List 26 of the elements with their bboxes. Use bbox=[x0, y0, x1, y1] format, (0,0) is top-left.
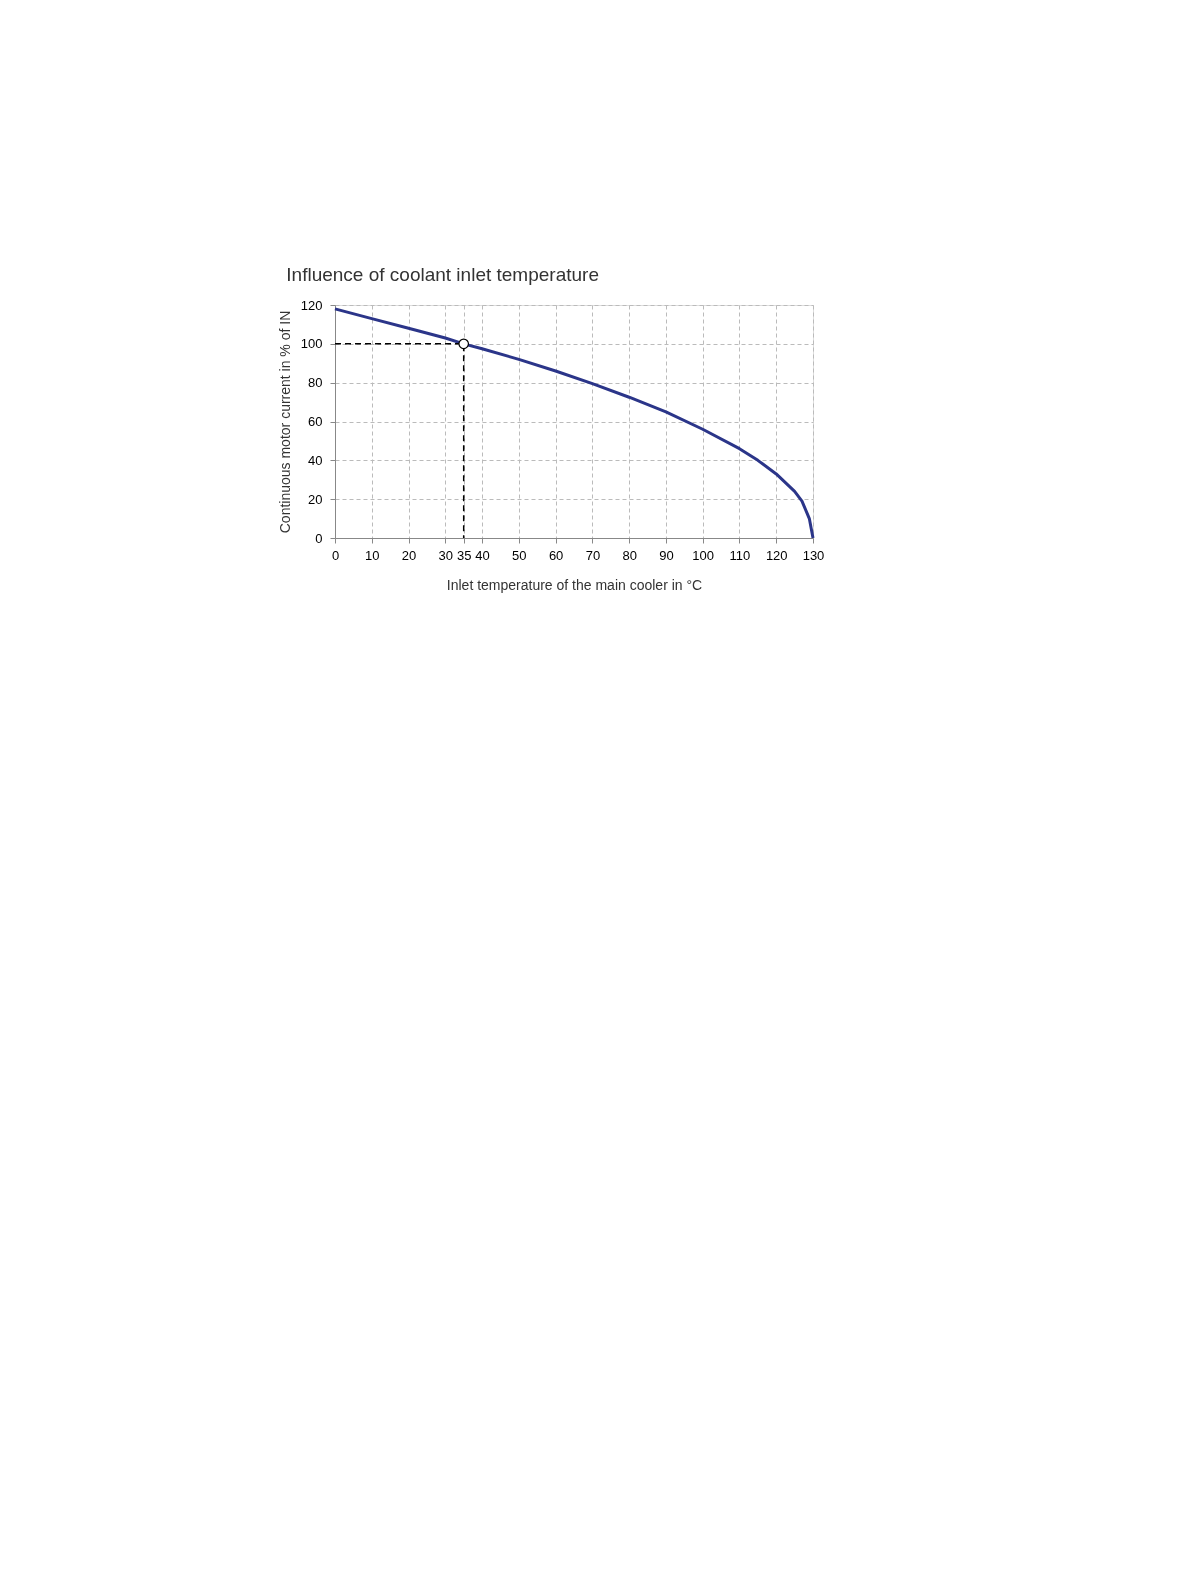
x-tick-label: 30 bbox=[438, 547, 454, 563]
x-tick-label: 10 bbox=[365, 547, 380, 563]
x-tick-label: 20 bbox=[401, 547, 417, 563]
x-tick-label: 35 bbox=[456, 547, 472, 563]
y-tick-label: 40 bbox=[308, 452, 323, 468]
x-tick-label: 50 bbox=[512, 547, 527, 563]
x-tick-label: 120 bbox=[765, 547, 788, 563]
x-tick-label: 60 bbox=[548, 547, 564, 563]
x-tick-label: 80 bbox=[622, 547, 637, 563]
chart-title: Influence of coolant inlet temperature bbox=[286, 264, 599, 285]
y-tick-label: 120 bbox=[300, 297, 323, 313]
x-tick-label: 40 bbox=[475, 547, 490, 563]
x-tick-label: 100 bbox=[692, 547, 715, 563]
y-tick-label: 80 bbox=[308, 375, 323, 391]
x-tick-label: 90 bbox=[659, 547, 674, 563]
x-tick-label: 0 bbox=[331, 547, 340, 563]
x-tick-label: 70 bbox=[585, 547, 601, 563]
y-tick-label: 100 bbox=[300, 336, 323, 352]
y-axis-title: Continuous motor current in % of IN bbox=[276, 310, 293, 534]
y-tick-label: 0 bbox=[315, 530, 323, 546]
y-tick-label: 20 bbox=[308, 491, 323, 507]
x-tick-label: 110 bbox=[729, 547, 751, 563]
x-tick-label: 130 bbox=[802, 547, 825, 563]
y-tick-label: 60 bbox=[308, 414, 323, 429]
line-series bbox=[333, 307, 815, 540]
x-axis-title: Inlet temperature of the main cooler in °C bbox=[446, 576, 703, 593]
